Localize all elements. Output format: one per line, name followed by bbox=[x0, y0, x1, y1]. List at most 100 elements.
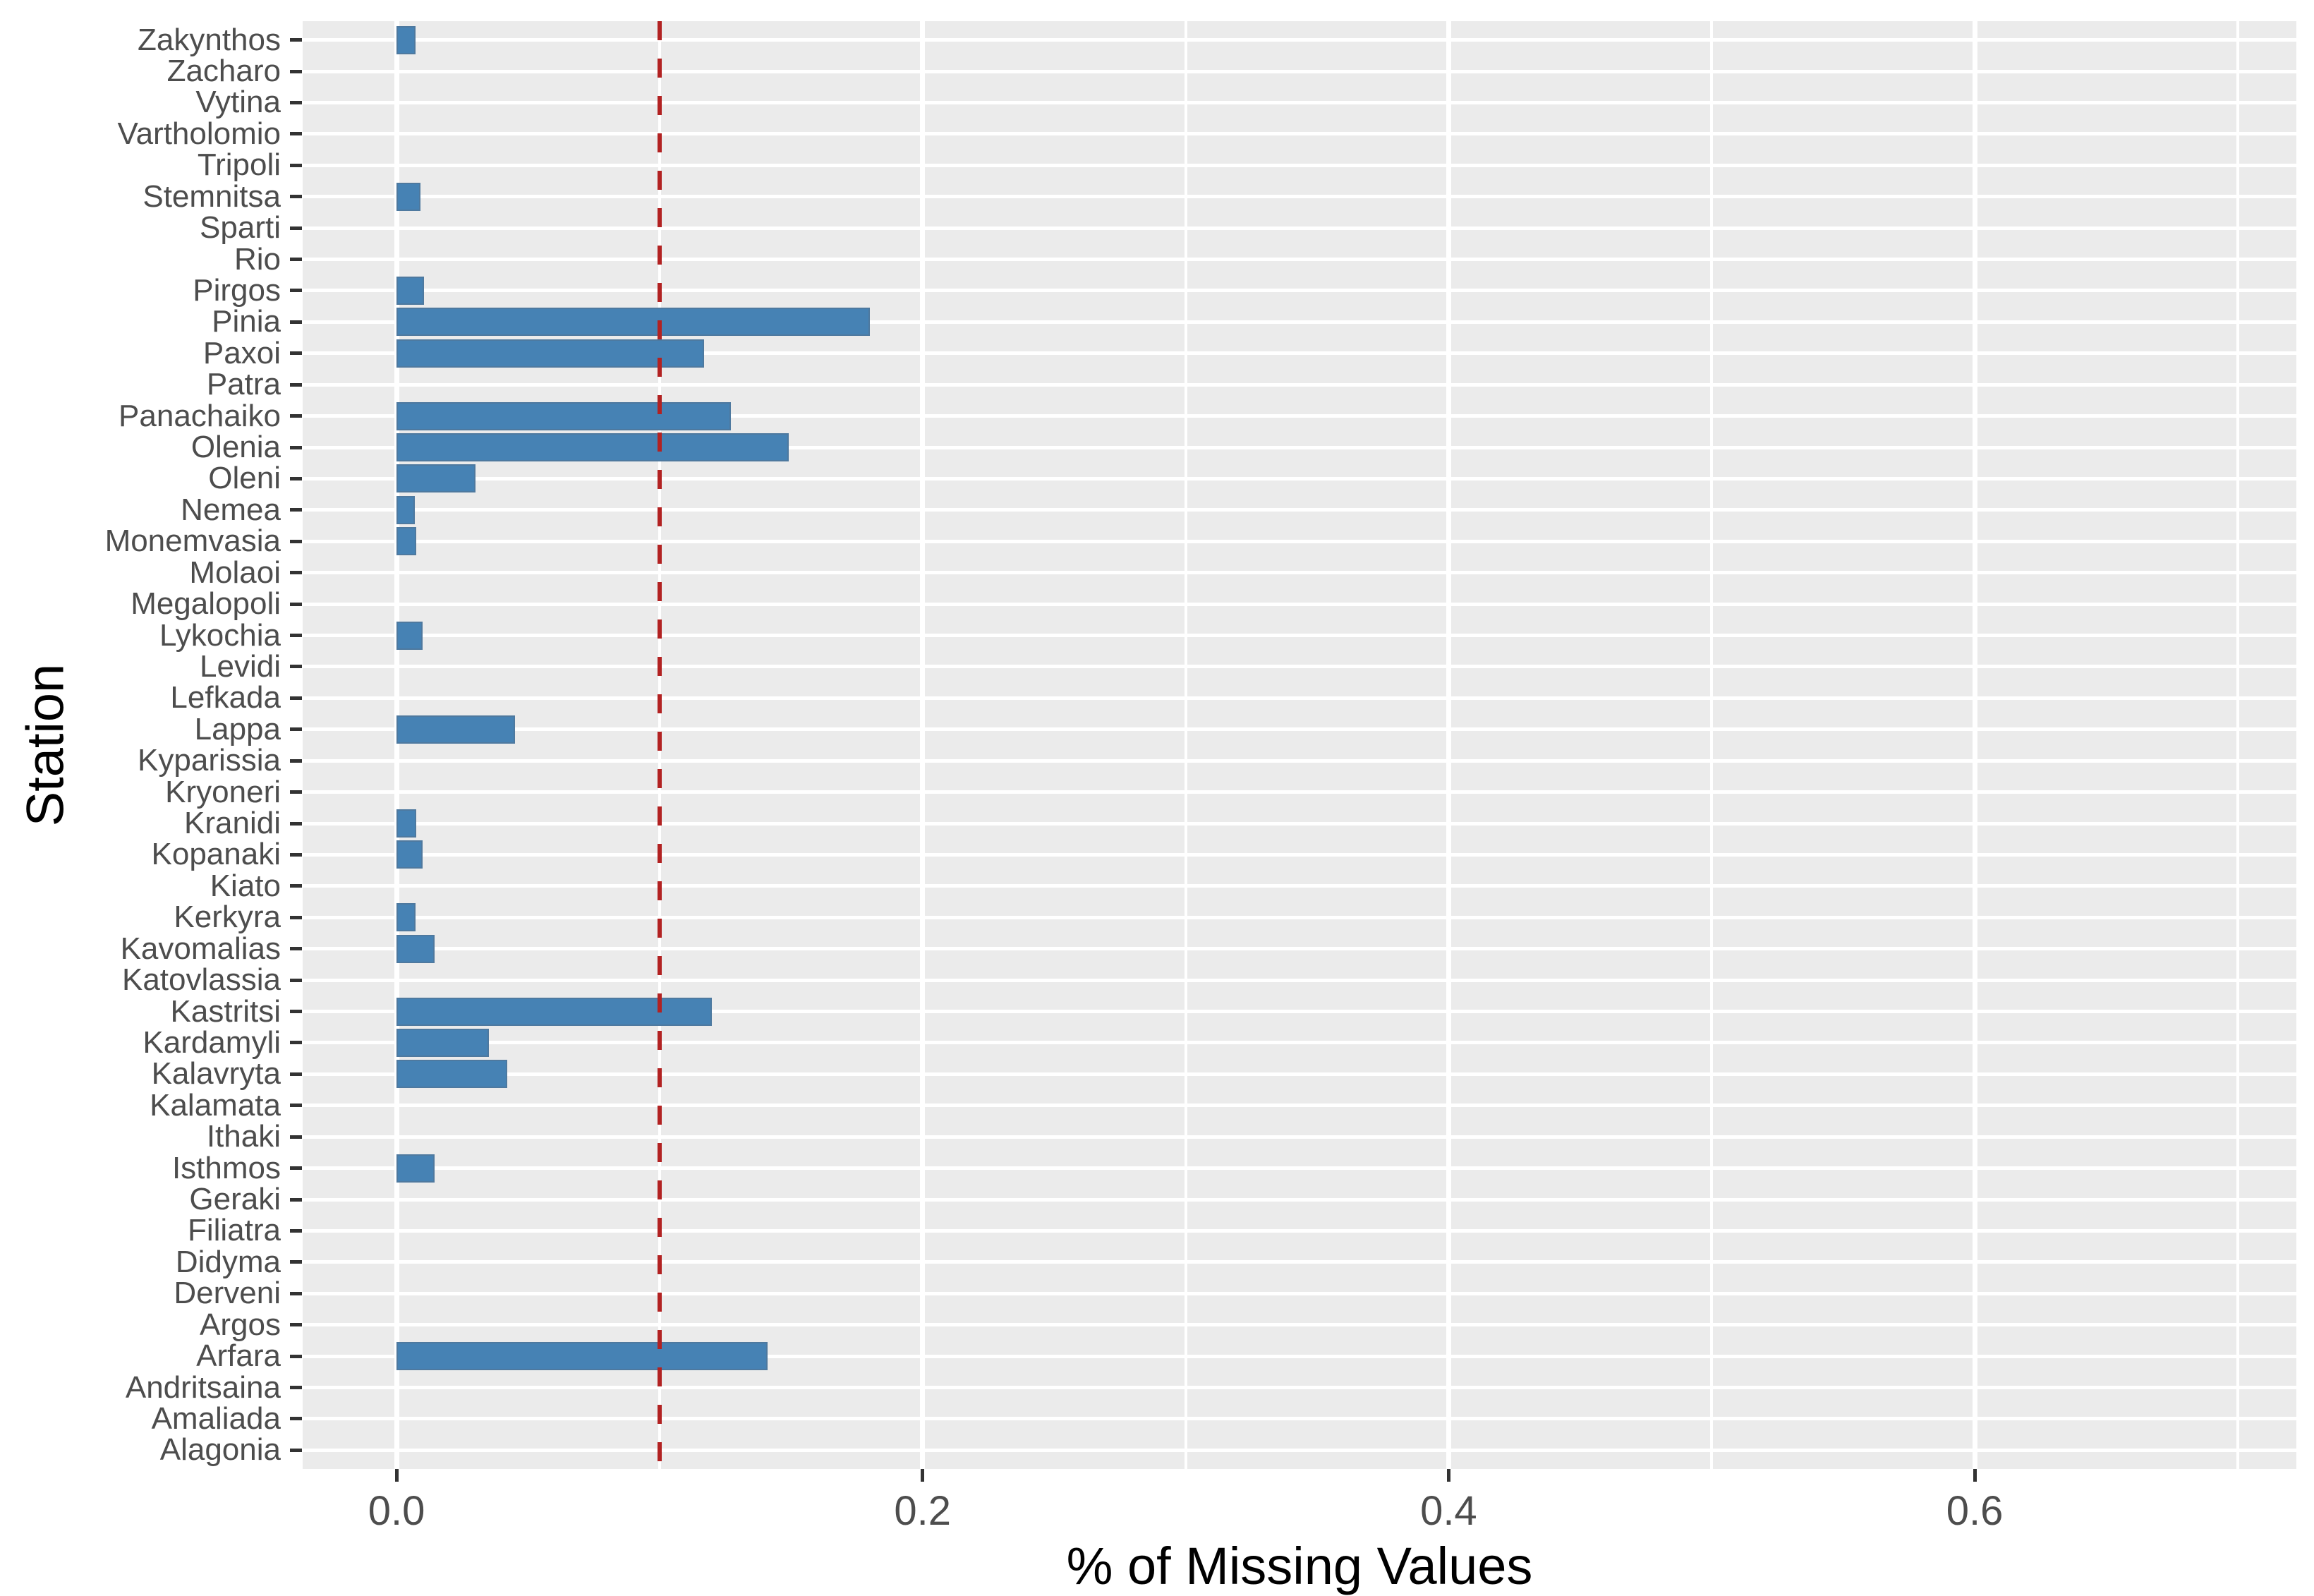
gridline-horizontal bbox=[303, 665, 2296, 669]
gridline-vertical-minor bbox=[1184, 21, 1187, 1469]
y-tick-label: Zacharo bbox=[166, 54, 281, 89]
x-tick-label: 0.0 bbox=[368, 1488, 425, 1534]
gridline-horizontal bbox=[303, 1354, 2296, 1358]
y-tick-label: Filiatra bbox=[187, 1213, 281, 1248]
y-tick-mark bbox=[290, 947, 302, 951]
gridline-horizontal bbox=[303, 1386, 2296, 1390]
y-tick-mark bbox=[290, 320, 302, 324]
y-tick-mark bbox=[290, 539, 302, 543]
y-tick-label: Amaliada bbox=[151, 1401, 281, 1436]
gridline-horizontal bbox=[303, 414, 2296, 418]
gridline-horizontal bbox=[303, 1323, 2296, 1327]
gridline-horizontal bbox=[303, 1291, 2296, 1295]
reference-line bbox=[657, 21, 662, 1469]
y-tick-mark bbox=[290, 1448, 302, 1452]
y-tick-mark bbox=[290, 571, 302, 575]
y-tick-mark bbox=[290, 634, 302, 638]
gridline-horizontal bbox=[303, 790, 2296, 794]
y-tick-mark bbox=[290, 195, 302, 199]
bar bbox=[396, 903, 416, 932]
bar bbox=[396, 997, 713, 1026]
y-tick-mark bbox=[290, 1010, 302, 1014]
y-tick-label: Nemea bbox=[181, 492, 281, 527]
y-tick-mark bbox=[290, 1417, 302, 1421]
y-tick-mark bbox=[290, 696, 302, 700]
y-tick-label: Derveni bbox=[174, 1276, 281, 1311]
gridline-horizontal bbox=[303, 226, 2296, 230]
bar bbox=[396, 934, 435, 963]
y-tick-mark bbox=[290, 1135, 302, 1139]
gridline-horizontal bbox=[303, 163, 2296, 167]
y-tick-mark bbox=[290, 884, 302, 888]
y-tick-label: Kyparissia bbox=[138, 743, 281, 778]
gridline-horizontal bbox=[303, 445, 2296, 449]
gridline-horizontal bbox=[303, 1135, 2296, 1139]
y-tick-mark bbox=[290, 1228, 302, 1233]
y-tick-label: Kavomalias bbox=[120, 931, 281, 966]
y-tick-label: Alagonia bbox=[159, 1432, 281, 1468]
y-tick-mark bbox=[290, 226, 302, 230]
gridline-horizontal bbox=[303, 1228, 2296, 1233]
y-tick-label: Kastritsi bbox=[170, 993, 281, 1029]
y-tick-mark bbox=[290, 38, 302, 42]
gridline-horizontal bbox=[303, 38, 2296, 42]
bar bbox=[396, 809, 417, 838]
y-tick-label: Patra bbox=[206, 367, 281, 402]
y-tick-label: Kalavryta bbox=[151, 1056, 281, 1092]
y-tick-label: Katovlassia bbox=[121, 962, 281, 998]
y-tick-mark bbox=[290, 1072, 302, 1076]
y-tick-label: Pinia bbox=[212, 304, 281, 339]
y-tick-label: Lappa bbox=[194, 711, 281, 746]
gridline-horizontal bbox=[303, 821, 2296, 826]
gridline-horizontal bbox=[303, 476, 2296, 480]
gridline-vertical-major bbox=[1972, 21, 1977, 1469]
y-tick-label: Arfara bbox=[196, 1338, 281, 1374]
y-tick-mark bbox=[290, 1291, 302, 1295]
x-axis-title: % of Missing Values bbox=[1066, 1537, 1533, 1595]
x-tick-mark bbox=[1973, 1469, 1977, 1482]
gridline-horizontal bbox=[303, 132, 2296, 136]
y-tick-mark bbox=[290, 382, 302, 387]
bar bbox=[396, 527, 417, 556]
x-tick-label: 0.2 bbox=[894, 1488, 952, 1534]
y-tick-mark bbox=[290, 132, 302, 136]
y-tick-mark bbox=[290, 508, 302, 512]
gridline-horizontal bbox=[303, 571, 2296, 575]
gridline-horizontal bbox=[303, 508, 2296, 512]
gridline-horizontal bbox=[303, 351, 2296, 356]
gridline-horizontal bbox=[303, 852, 2296, 857]
bar bbox=[396, 308, 871, 337]
y-tick-mark bbox=[290, 69, 302, 73]
y-tick-mark bbox=[290, 1323, 302, 1327]
gridline-horizontal bbox=[303, 978, 2296, 982]
gridline-vertical-major bbox=[1446, 21, 1451, 1469]
bar bbox=[396, 433, 789, 462]
gridline-horizontal bbox=[303, 289, 2296, 293]
gridline-horizontal bbox=[303, 1448, 2296, 1452]
gridline-vertical-minor bbox=[2236, 21, 2239, 1469]
gridline-horizontal bbox=[303, 320, 2296, 324]
gridline-horizontal bbox=[303, 1260, 2296, 1264]
y-tick-label: Andritsaina bbox=[125, 1370, 281, 1405]
y-tick-label: Kopanaki bbox=[151, 837, 281, 872]
gridline-horizontal bbox=[303, 195, 2296, 199]
gridline-horizontal bbox=[303, 258, 2296, 262]
gridline-horizontal bbox=[303, 1010, 2296, 1014]
y-tick-mark bbox=[290, 915, 302, 919]
bar bbox=[396, 1154, 435, 1183]
bar bbox=[396, 25, 416, 54]
y-tick-label: Megalopoli bbox=[131, 586, 281, 622]
y-tick-mark bbox=[290, 758, 302, 763]
gridline-horizontal bbox=[303, 884, 2296, 888]
x-tick-label: 0.6 bbox=[1946, 1488, 2004, 1534]
y-tick-label: Lefkada bbox=[170, 680, 281, 715]
y-tick-label: Molaoi bbox=[189, 555, 281, 590]
gridline-horizontal bbox=[303, 1072, 2296, 1076]
gridline-horizontal bbox=[303, 758, 2296, 763]
gridline-vertical-minor bbox=[1710, 21, 1714, 1469]
bar bbox=[396, 495, 416, 524]
gridline-horizontal bbox=[303, 727, 2296, 732]
y-tick-label: Levidi bbox=[200, 648, 281, 684]
gridline-horizontal bbox=[303, 602, 2296, 606]
y-tick-label: Kerkyra bbox=[174, 900, 281, 935]
